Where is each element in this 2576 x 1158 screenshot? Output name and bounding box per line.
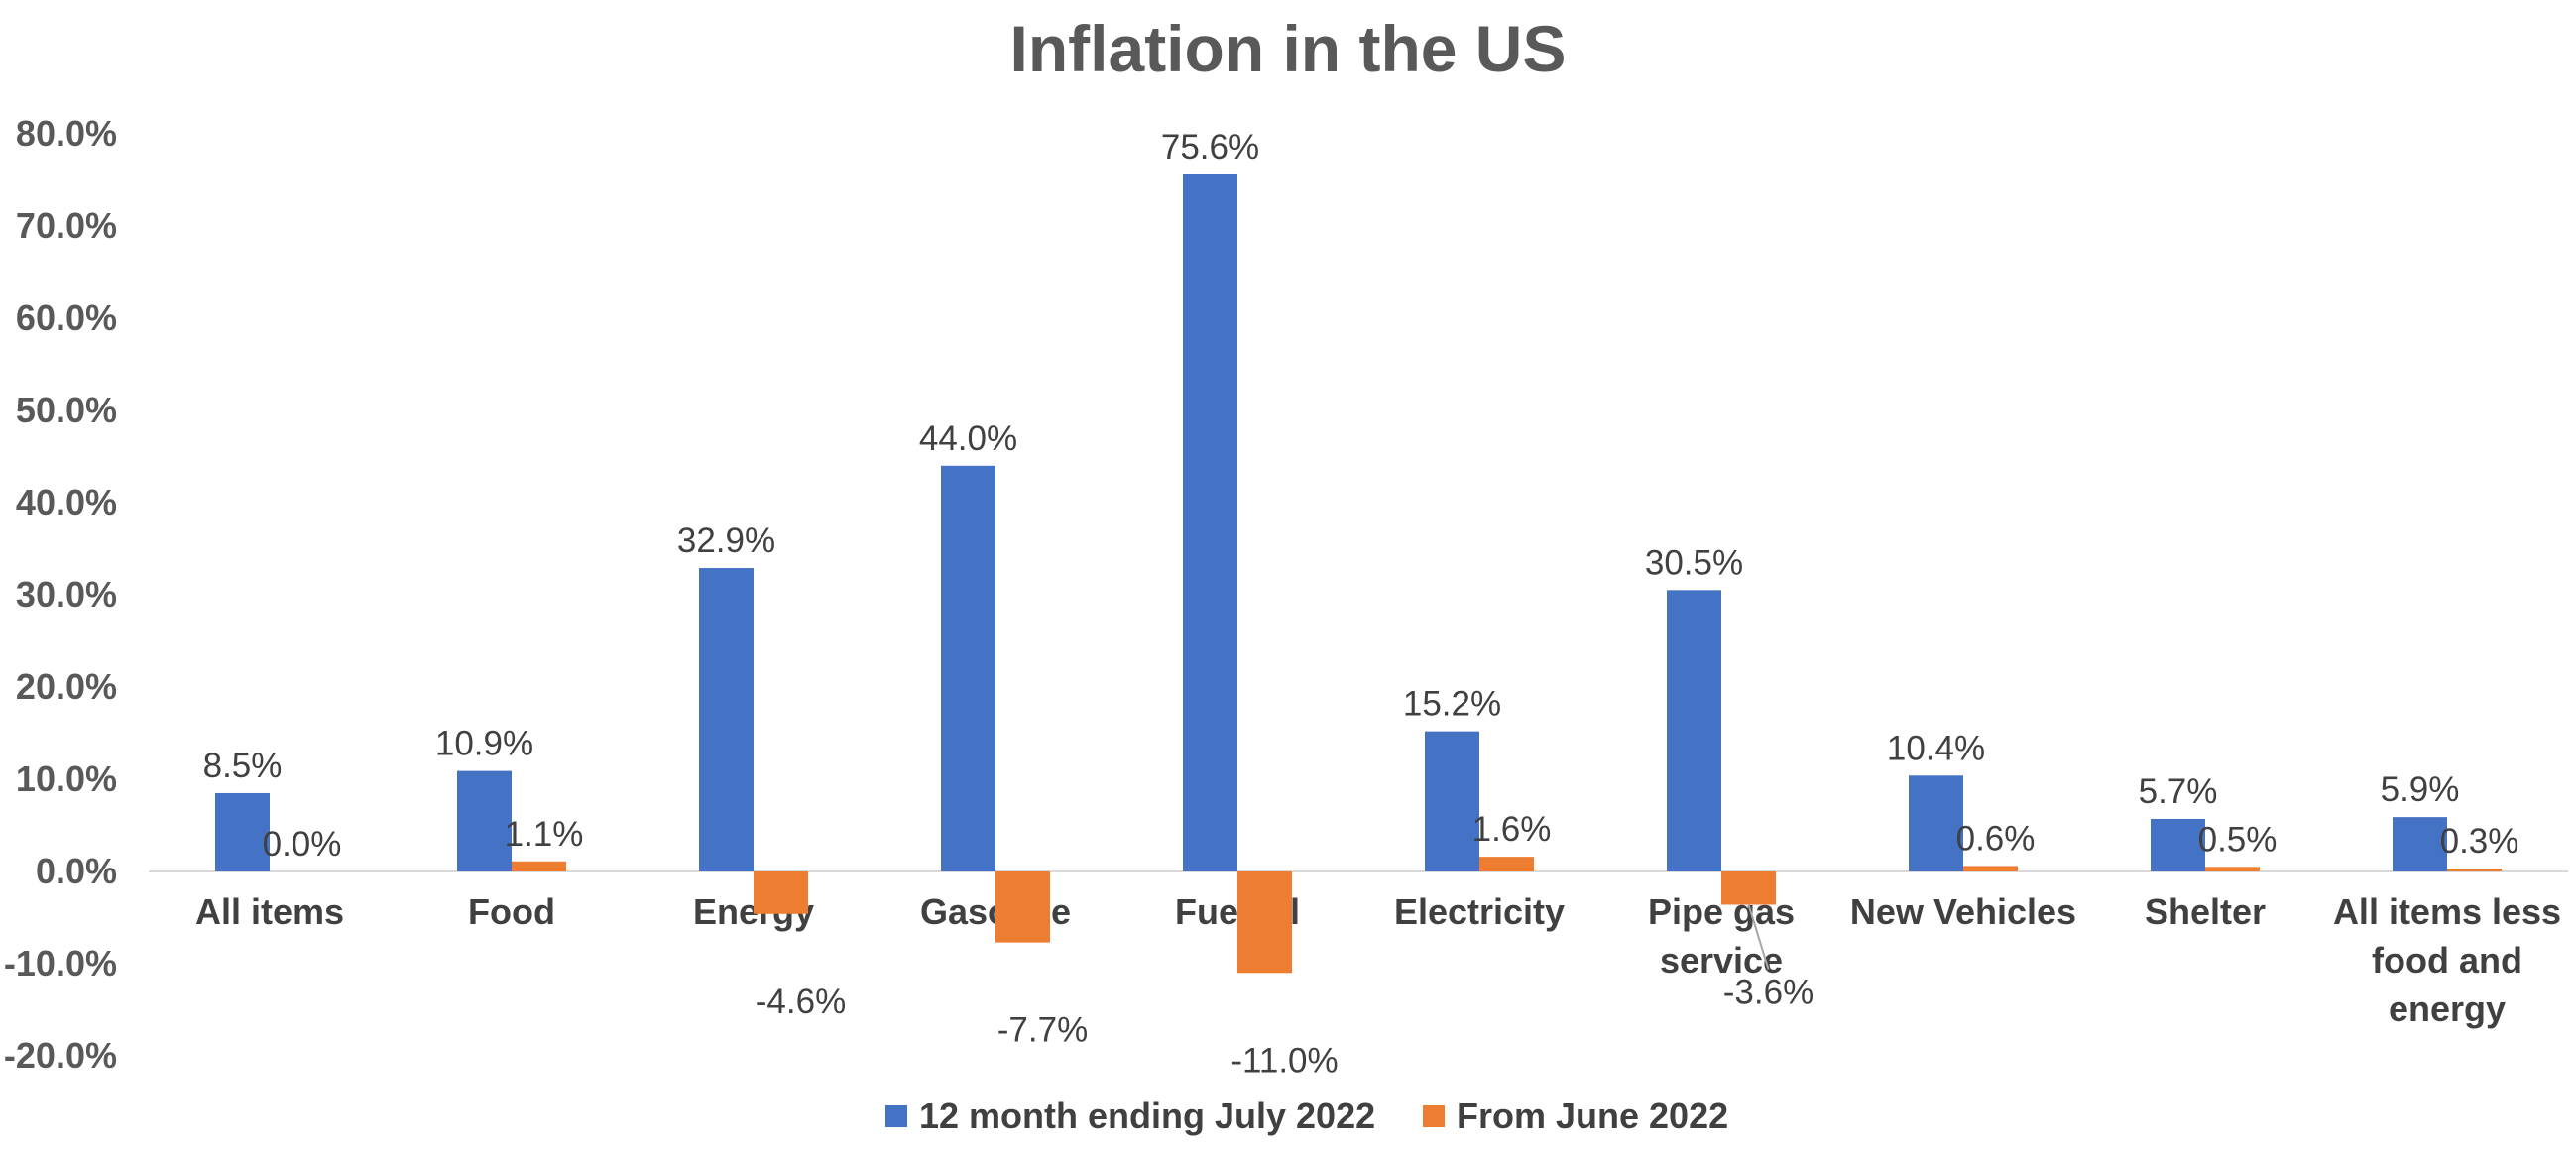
x-tick-label-line: energy xyxy=(2389,988,2506,1029)
bar-series-2 xyxy=(1963,866,2018,871)
data-label-leader-line xyxy=(1747,904,1770,970)
data-label: 10.4% xyxy=(1887,729,1985,767)
x-tick-label-line: Food xyxy=(468,891,555,932)
x-tick-label: Food xyxy=(468,891,555,932)
bar-series-1 xyxy=(1425,731,1479,871)
bar-series-2 xyxy=(1721,871,1776,905)
bar-series-1 xyxy=(1183,174,1237,872)
y-tick-label: 50.0% xyxy=(16,390,117,430)
data-label: -11.0% xyxy=(1230,1041,1338,1080)
data-label: -3.6% xyxy=(1723,973,1814,1011)
x-tick-label-line: Electricity xyxy=(1394,891,1565,932)
x-tick-label: New Vehicles xyxy=(1850,891,2076,932)
data-label: 30.5% xyxy=(1645,543,1743,582)
legend-label: From June 2022 xyxy=(1457,1096,1728,1136)
data-label: 8.5% xyxy=(203,747,283,785)
data-labels: 8.5% 10.9% 32.9% 44.0% 75.6% 15.2% 30.5% 10.4% 5… xyxy=(203,128,2519,1080)
y-tick-label: -20.0% xyxy=(4,1035,117,1076)
bar-series-2 xyxy=(2447,868,2502,871)
data-label: 0.5% xyxy=(2198,820,2278,859)
legend-swatch xyxy=(1423,1105,1445,1127)
x-tick-label: Electricity xyxy=(1394,891,1565,932)
x-tick-label: All items xyxy=(195,891,344,932)
bar-series-1 xyxy=(1909,775,1963,871)
bar-series-1 xyxy=(2393,817,2447,871)
data-label: 0.6% xyxy=(1956,819,2036,858)
data-label: 5.9% xyxy=(2381,770,2460,809)
y-tick-label: 30.0% xyxy=(16,574,117,615)
bar-series-1 xyxy=(941,465,995,871)
data-label: 5.7% xyxy=(2139,772,2218,811)
data-label: 44.0% xyxy=(919,419,1017,458)
bar-series-1 xyxy=(457,770,512,871)
bar-series-2 xyxy=(1479,857,1534,871)
x-tick-label-line: food and xyxy=(2372,940,2522,981)
legend-swatch xyxy=(885,1105,907,1127)
bar-series-2 xyxy=(995,871,1050,943)
x-tick-label: Pipe gas service xyxy=(1648,891,1795,981)
bar-series-1 xyxy=(2151,818,2205,871)
bar-series-1 xyxy=(1667,590,1721,871)
x-axis: All itemsFoodEnergyGasolineFuel oilElect… xyxy=(149,870,2568,1029)
y-axis: -20.0% -10.0% 0.0% 10.0% 20.0% 30.0% 40.0% 50.0… xyxy=(4,113,117,1076)
y-tick-label: 0.0% xyxy=(36,851,117,891)
y-tick-label: 70.0% xyxy=(16,205,117,246)
x-tick-label: Shelter xyxy=(2145,891,2266,932)
y-tick-label: 20.0% xyxy=(16,666,117,707)
x-tick-label-line: New Vehicles xyxy=(1850,891,2076,932)
x-tick-label-line: All items xyxy=(195,891,344,932)
y-tick-label: 40.0% xyxy=(16,482,117,522)
bar-series-1 xyxy=(215,792,270,871)
legend-label: 12 month ending July 2022 xyxy=(919,1096,1375,1136)
bar-series-2 xyxy=(512,861,566,871)
data-label: -7.7% xyxy=(997,1011,1088,1050)
data-label: 15.2% xyxy=(1403,685,1501,724)
y-tick-label: -10.0% xyxy=(4,943,117,984)
data-label: 10.9% xyxy=(435,725,533,763)
bars xyxy=(215,174,2502,974)
y-tick-label: 60.0% xyxy=(16,297,117,338)
bar-series-2 xyxy=(2205,867,2260,871)
data-label: 1.1% xyxy=(505,815,584,854)
x-tick-label: All items less food and energy xyxy=(2333,891,2561,1029)
y-tick-label: 10.0% xyxy=(16,758,117,799)
data-label: 75.6% xyxy=(1161,128,1259,167)
x-tick-label-line: Shelter xyxy=(2145,891,2266,932)
bar-series-2 xyxy=(754,871,808,914)
legend: 12 month ending July 2022 From June 2022 xyxy=(885,1096,1728,1136)
chart-title: Inflation in the US xyxy=(1010,12,1567,85)
x-tick-label-line: All items less xyxy=(2333,891,2561,932)
data-label: 0.3% xyxy=(2440,822,2519,861)
data-label: -4.6% xyxy=(756,983,846,1021)
bar-series-2 xyxy=(1237,871,1292,974)
y-tick-label: 80.0% xyxy=(16,113,117,154)
data-label: 0.0% xyxy=(263,825,342,864)
bar-series-1 xyxy=(699,568,754,871)
data-label: 1.6% xyxy=(1472,810,1552,849)
data-label: 32.9% xyxy=(677,521,775,560)
